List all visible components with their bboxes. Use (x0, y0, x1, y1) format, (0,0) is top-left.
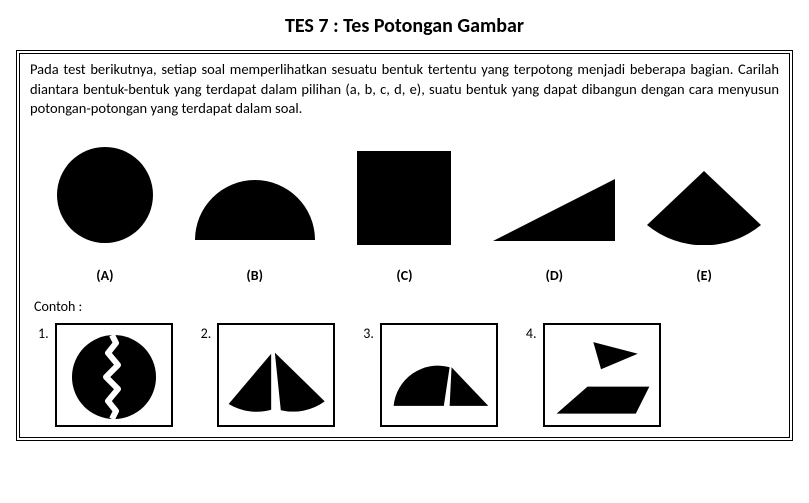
option-label-b: (B) (185, 267, 325, 284)
example-number: 1. (38, 323, 49, 342)
option-e (634, 145, 774, 245)
pie-sector-icon (634, 145, 774, 245)
example-heading: Contoh : (34, 298, 779, 315)
page: TES 7 : Tes Potongan Gambar Pada test be… (0, 0, 809, 441)
option-b (185, 145, 325, 245)
example-thumb-2 (217, 323, 335, 427)
example-4: 4. (526, 323, 661, 427)
example-3: 3. (363, 323, 498, 427)
examples-row: 1. 2. 3. (30, 323, 779, 427)
options-row (30, 137, 779, 249)
example-thumb-1 (55, 323, 173, 427)
content-frame: Pada test berikutnya, setiap soal memper… (16, 50, 793, 441)
instructions-text: Pada test berikutnya, setiap soal memper… (30, 60, 779, 119)
example-number: 3. (363, 323, 374, 342)
option-label-e: (E) (634, 267, 774, 284)
example-number: 2. (201, 323, 212, 342)
semicircle-icon (185, 145, 325, 245)
example-number: 4. (526, 323, 537, 342)
example-thumb-3 (380, 323, 498, 427)
circle-icon (35, 145, 175, 245)
option-d (484, 145, 624, 245)
option-labels-row: (A) (B) (C) (D) (E) (30, 267, 779, 284)
square-icon (334, 145, 474, 245)
option-label-d: (D) (484, 267, 624, 284)
option-label-c: (C) (334, 267, 474, 284)
option-a (35, 145, 175, 245)
example-1: 1. (38, 323, 173, 427)
page-title: TES 7 : Tes Potongan Gambar (16, 14, 793, 38)
example-thumb-4 (543, 323, 661, 427)
example-2: 2. (201, 323, 336, 427)
option-label-a: (A) (35, 267, 175, 284)
right-triangle-icon (484, 145, 624, 245)
option-c (334, 145, 474, 245)
